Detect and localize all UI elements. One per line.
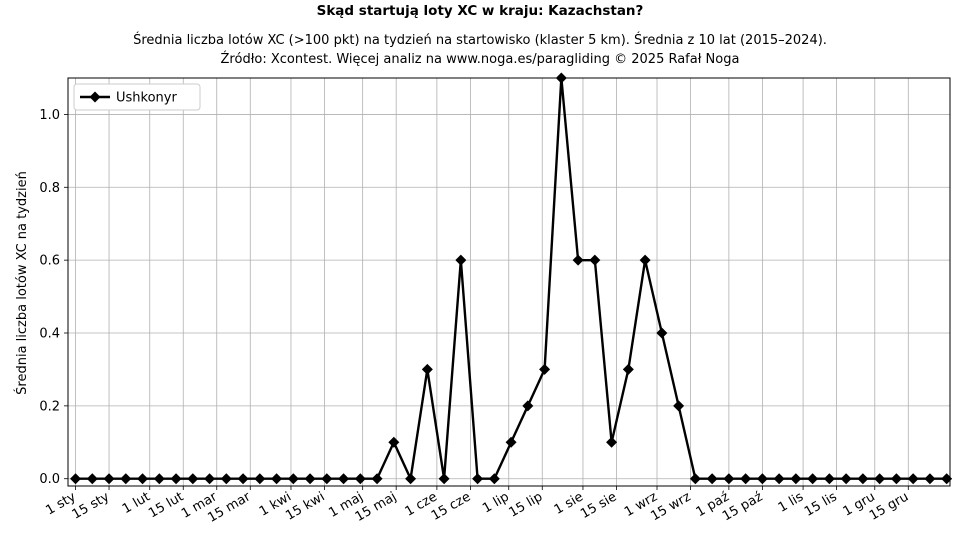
x-tick-label: 15 lip <box>506 489 545 520</box>
data-point <box>304 473 316 485</box>
data-point <box>706 473 718 485</box>
y-axis: 0.0 0.2 0.4 0.6 0.8 1.0 <box>39 108 68 487</box>
series-ushkonyr <box>70 72 953 485</box>
x-tick-label: 1 lis <box>776 489 807 515</box>
data-point <box>572 254 584 266</box>
y-tick-label: 0.8 <box>39 181 60 196</box>
data-point <box>924 473 936 485</box>
data-point <box>790 473 802 485</box>
y-tick-label: 0.0 <box>39 472 60 487</box>
x-tick-label: 15 cze <box>429 489 473 523</box>
data-point <box>287 473 299 485</box>
data-point <box>204 473 216 485</box>
x-tick-label: 15 gru <box>867 489 911 523</box>
x-tick-label: 15 lis <box>802 489 840 519</box>
data-point <box>371 473 383 485</box>
data-point <box>907 473 919 485</box>
data-point <box>539 363 551 375</box>
data-point <box>622 363 634 375</box>
data-point <box>455 254 467 266</box>
data-point <box>890 473 902 485</box>
data-point <box>941 473 953 485</box>
y-axis-label: Średnia liczba lotów XC na tydzień <box>14 171 30 395</box>
data-point <box>388 436 400 448</box>
data-point <box>874 473 886 485</box>
data-point <box>756 473 768 485</box>
legend-label: Ushkonyr <box>116 91 177 106</box>
data-point <box>271 473 283 485</box>
data-point <box>421 363 433 375</box>
legend-marker-swatch <box>89 91 101 103</box>
x-tick-label: 15 lut <box>146 489 186 521</box>
data-point <box>438 473 450 485</box>
data-point <box>354 473 366 485</box>
chart-title: Skąd startują loty XC w kraju: Kazachsta… <box>316 3 644 19</box>
data-point <box>807 473 819 485</box>
data-point <box>505 436 517 448</box>
data-point <box>656 327 668 339</box>
data-point <box>321 473 333 485</box>
data-point <box>170 473 182 485</box>
data-point <box>723 473 735 485</box>
y-tick-label: 0.4 <box>39 327 60 342</box>
x-tick-label: 1 lip <box>480 489 512 516</box>
data-point <box>840 473 852 485</box>
data-point <box>823 473 835 485</box>
data-point <box>237 473 249 485</box>
data-point <box>673 400 685 412</box>
legend: Ushkonyr <box>73 83 201 111</box>
data-point <box>153 473 165 485</box>
data-point <box>639 254 651 266</box>
x-tick-label: 15 sie <box>578 489 619 522</box>
data-point <box>488 473 500 485</box>
data-point <box>137 473 149 485</box>
data-point <box>120 473 132 485</box>
y-tick-label: 1.0 <box>39 108 60 123</box>
x-tick-label: 15 sty <box>70 489 113 522</box>
y-tick-label: 0.2 <box>39 399 60 414</box>
data-point <box>103 473 115 485</box>
data-point <box>338 473 350 485</box>
data-point <box>220 473 232 485</box>
data-point <box>70 473 82 485</box>
chart-subtitle-line-2: Źródło: Xcontest. Więcej analiz na www.n… <box>220 52 740 67</box>
data-point <box>472 473 484 485</box>
data-point <box>86 473 98 485</box>
data-point <box>773 473 785 485</box>
chart-subtitle-line-1: Średnia liczba lotów XC (>100 pkt) na ty… <box>133 33 827 48</box>
data-point <box>606 436 618 448</box>
data-point <box>522 400 534 412</box>
data-point <box>740 473 752 485</box>
data-point <box>405 473 417 485</box>
data-point <box>187 473 199 485</box>
legend-box <box>73 83 201 111</box>
data-point <box>689 473 701 485</box>
x-tick-label: 15 kwi <box>283 489 327 523</box>
grid <box>68 78 950 486</box>
data-point <box>589 254 601 266</box>
y-tick-label: 0.6 <box>39 254 60 269</box>
data-point <box>254 473 266 485</box>
data-point <box>857 473 869 485</box>
series-line <box>75 76 947 480</box>
